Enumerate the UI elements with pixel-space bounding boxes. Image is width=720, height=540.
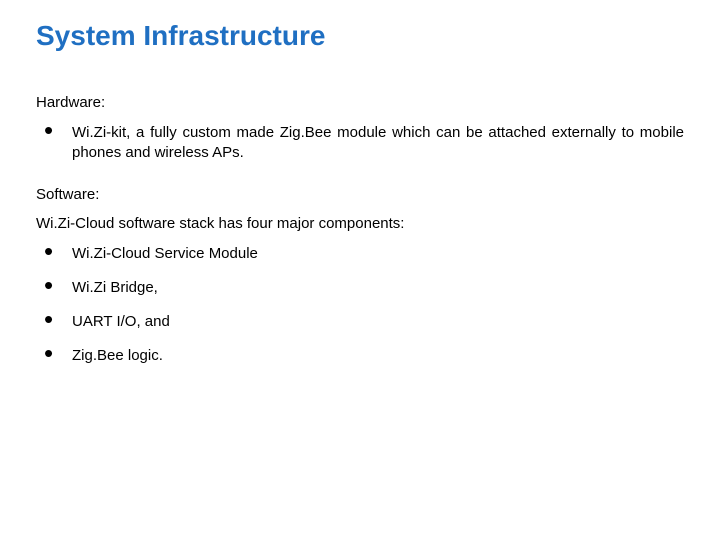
list-item: • Wi.Zi-kit, a fully custom made Zig.Bee… (44, 123, 684, 164)
list-item: • Zig.Bee logic. (44, 346, 684, 366)
list-item-text: Wi.Zi-Cloud Service Module (72, 244, 258, 264)
bullet-icon: • (44, 312, 72, 326)
hardware-section: Hardware: • Wi.Zi-kit, a fully custom ma… (36, 94, 684, 164)
software-label: Software: (36, 186, 684, 203)
list-item: • UART I/O, and (44, 312, 684, 332)
software-list: • Wi.Zi-Cloud Service Module • Wi.Zi Bri… (36, 244, 684, 367)
bullet-icon: • (44, 346, 72, 360)
slide: System Infrastructure Hardware: • Wi.Zi-… (0, 0, 720, 540)
bullet-icon: • (44, 278, 72, 292)
bullet-icon: • (44, 123, 72, 137)
list-item-text: UART I/O, and (72, 312, 170, 332)
software-intro: Wi.Zi-Cloud software stack has four majo… (36, 215, 684, 232)
list-item: • Wi.Zi Bridge, (44, 278, 684, 298)
list-item-text: Wi.Zi Bridge, (72, 278, 158, 298)
list-item-text: Zig.Bee logic. (72, 346, 163, 366)
list-item-text: Wi.Zi-kit, a fully custom made Zig.Bee m… (72, 123, 684, 164)
hardware-list: • Wi.Zi-kit, a fully custom made Zig.Bee… (36, 123, 684, 164)
page-title: System Infrastructure (36, 20, 684, 52)
bullet-icon: • (44, 244, 72, 258)
list-item: • Wi.Zi-Cloud Service Module (44, 244, 684, 264)
software-section: Software: Wi.Zi-Cloud software stack has… (36, 186, 684, 367)
hardware-label: Hardware: (36, 94, 684, 111)
